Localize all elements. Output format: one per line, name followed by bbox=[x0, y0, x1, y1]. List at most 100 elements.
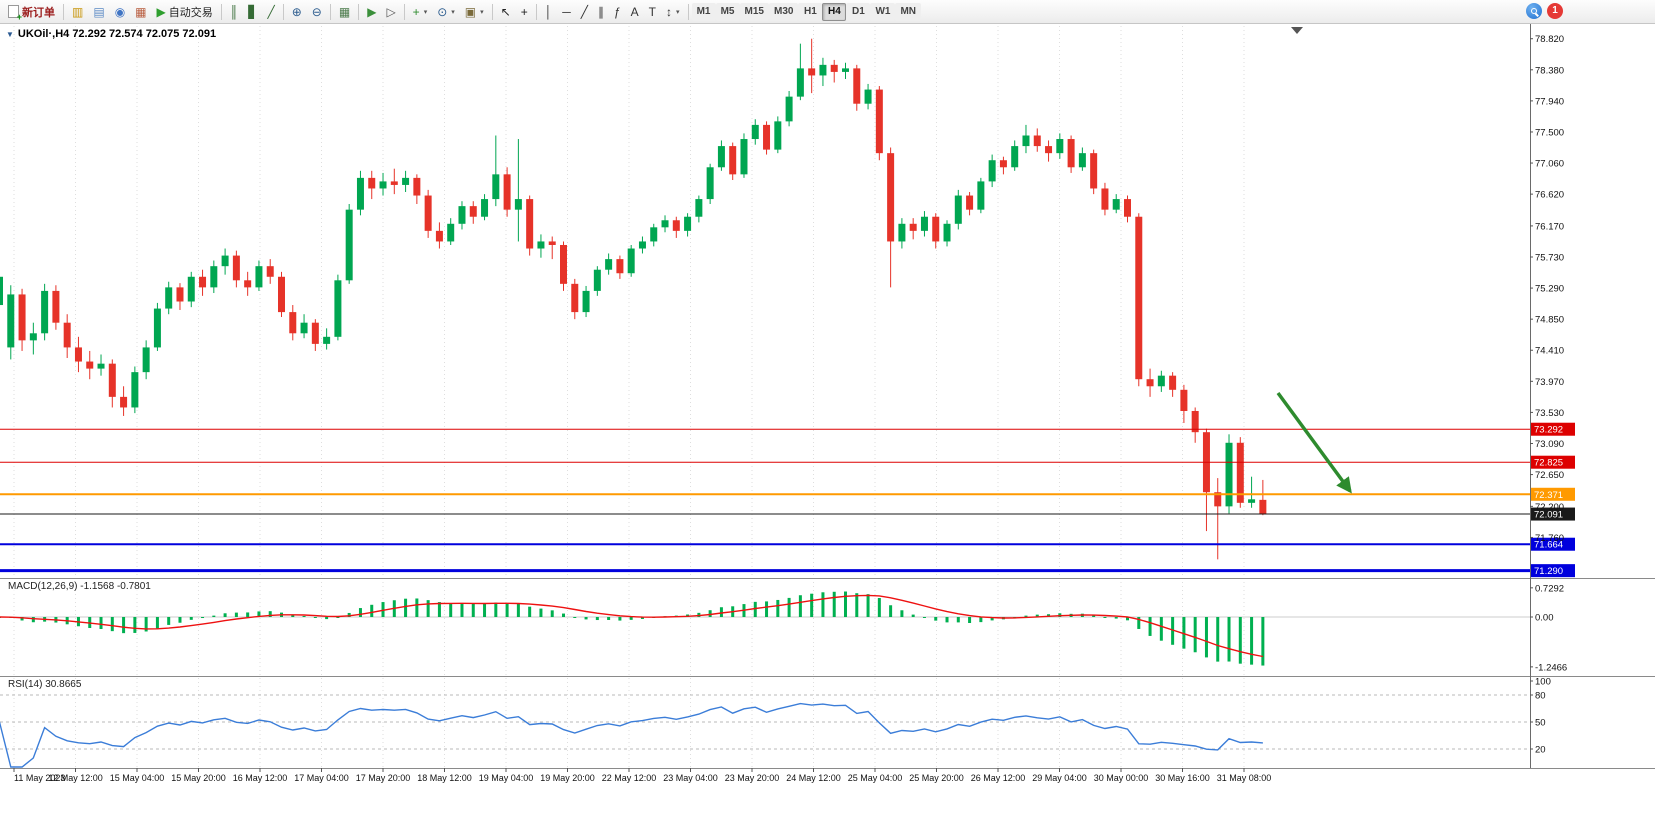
candle-body bbox=[41, 290, 49, 334]
zoom-out-button[interactable]: ⊖ bbox=[307, 2, 327, 22]
navigator-button[interactable]: ◉ bbox=[110, 2, 130, 22]
timeframe-m1-button[interactable]: M1 bbox=[691, 2, 716, 21]
indicators-button[interactable]: + ▾ bbox=[408, 2, 433, 22]
terminal-button[interactable]: ▦ bbox=[130, 2, 151, 22]
macd-bar bbox=[155, 617, 159, 629]
price-tag bbox=[1531, 422, 1575, 436]
text-label-button[interactable]: T bbox=[644, 2, 661, 22]
timeframe-h1-button[interactable]: H1 bbox=[798, 2, 823, 21]
candle-body bbox=[1011, 146, 1019, 168]
candle-body bbox=[503, 174, 511, 210]
macd-bar bbox=[550, 610, 554, 617]
rsi-line bbox=[0, 702, 1263, 768]
market-watch-button[interactable]: ▥ bbox=[67, 2, 88, 22]
time-label: 22 May 12:00 bbox=[602, 773, 657, 783]
timeframe-mn-button[interactable]: MN bbox=[895, 2, 921, 21]
macd-bar bbox=[1227, 617, 1231, 662]
candle-body bbox=[514, 199, 522, 210]
candle-body bbox=[153, 308, 161, 348]
text-button[interactable]: A bbox=[626, 2, 644, 22]
auto-scroll-button[interactable]: ▶ bbox=[362, 2, 381, 22]
candlesticks bbox=[0, 38, 1267, 560]
macd-bar bbox=[516, 603, 520, 617]
candle-body bbox=[402, 177, 410, 185]
timeframe-w1-button[interactable]: W1 bbox=[870, 2, 896, 21]
timeframe-m30-button[interactable]: M30 bbox=[768, 2, 799, 21]
trend-arrow-annotation[interactable] bbox=[1276, 391, 1352, 494]
time-label: 17 May 20:00 bbox=[356, 773, 411, 783]
candle-body bbox=[763, 124, 771, 150]
magnifier-glyph bbox=[1531, 8, 1537, 14]
dropdown-caret-icon: ▾ bbox=[451, 8, 455, 16]
candle-body bbox=[7, 294, 15, 348]
search-icon[interactable] bbox=[1526, 3, 1542, 19]
macd-bar bbox=[855, 593, 859, 617]
vertical-line-button[interactable]: │ bbox=[540, 2, 558, 22]
chart-shift-icon: ▷ bbox=[386, 4, 396, 19]
price-label: 75.290 bbox=[1535, 284, 1564, 295]
tile-windows-button[interactable]: ▦ bbox=[334, 2, 355, 22]
data-window-button[interactable]: ▤ bbox=[88, 2, 109, 22]
periods-icon: ⊙ bbox=[437, 4, 448, 19]
timeframe-m15-button[interactable]: M15 bbox=[739, 2, 769, 21]
macd-bar bbox=[618, 617, 622, 621]
price-tag-label: 72.825 bbox=[1534, 458, 1563, 469]
candle-body bbox=[785, 96, 793, 122]
trendline-icon: ╱ bbox=[580, 4, 588, 19]
timeframe-m5-button[interactable]: M5 bbox=[715, 2, 740, 21]
candle-body bbox=[108, 363, 116, 397]
candle-body bbox=[424, 195, 432, 231]
candle-body bbox=[1214, 492, 1222, 507]
candle-body bbox=[187, 276, 195, 302]
macd-axis-label: -1.2466 bbox=[1535, 662, 1567, 673]
candle-body bbox=[266, 266, 274, 277]
horizontal-line-icon: ─ bbox=[562, 4, 571, 19]
macd-bar bbox=[640, 617, 644, 619]
periods-button[interactable]: ⊙ ▾ bbox=[432, 2, 460, 22]
bar-chart-button[interactable]: ║ bbox=[225, 2, 244, 22]
toolbar-divider bbox=[282, 3, 284, 20]
time-label: 26 May 12:00 bbox=[971, 773, 1026, 783]
crosshair-button[interactable]: + bbox=[516, 2, 533, 22]
time-label: 15 May 04:00 bbox=[110, 773, 165, 783]
macd-bar bbox=[358, 608, 362, 617]
zoom-in-button[interactable]: ⊕ bbox=[287, 2, 307, 22]
arrows-button[interactable]: ↕ ▾ bbox=[661, 2, 685, 22]
macd-bar bbox=[708, 610, 712, 617]
fibonacci-button[interactable]: ƒ bbox=[609, 2, 626, 22]
candle-body bbox=[481, 199, 489, 217]
templates-button[interactable]: ▣ ▾ bbox=[460, 2, 489, 22]
candle-body bbox=[977, 181, 985, 210]
text-icon: A bbox=[630, 4, 639, 19]
toolbar: 新订单 ▥▤◉▦ ▶ 自动交易 ║▋╱⊕⊖▦▶▷+▾⊙▾▣▾↖+│─╱∥ƒAT↕… bbox=[0, 0, 1655, 24]
macd-bar bbox=[20, 617, 24, 621]
chart-shift-button[interactable]: ▷ bbox=[381, 2, 400, 22]
chart-area: 73.292 72.825 72.371 72.091 71.664 71.290 78.8… bbox=[0, 24, 1655, 830]
notification-badge[interactable]: 1 bbox=[1547, 3, 1563, 19]
chart-canvas[interactable]: 73.292 72.825 72.371 72.091 71.664 71.290 78.8… bbox=[0, 24, 1655, 830]
auto-trading-button[interactable]: ▶ 自动交易 bbox=[152, 2, 218, 22]
price-tag-label: 71.664 bbox=[1534, 540, 1563, 551]
macd-signal-line bbox=[0, 594, 1264, 658]
symbol-dropdown-icon[interactable]: ▼ bbox=[6, 29, 14, 39]
new-order-button[interactable]: 新订单 bbox=[3, 2, 60, 22]
macd-bar bbox=[471, 603, 475, 617]
macd-bar bbox=[167, 617, 171, 625]
pane-frame bbox=[0, 24, 1655, 769]
macd-pane: 0.7292 0.00 -1.2466 bbox=[0, 583, 1567, 673]
cursor-button[interactable]: ↖ bbox=[496, 2, 516, 22]
macd-axis-label: 0.7292 bbox=[1535, 583, 1564, 594]
price-label: 78.380 bbox=[1535, 65, 1564, 76]
macd-bar bbox=[1114, 617, 1118, 619]
trendline-button[interactable]: ╱ bbox=[576, 2, 593, 22]
line-chart-button[interactable]: ╱ bbox=[263, 2, 280, 22]
candlestick-button[interactable]: ▋ bbox=[243, 2, 262, 22]
chart-title: ▼ UKOil·,H4 72.292 72.574 72.075 72.091 bbox=[6, 28, 216, 40]
channel-button[interactable]: ∥ bbox=[593, 2, 609, 22]
horizontal-line-button[interactable]: ─ bbox=[557, 2, 576, 22]
timeframe-h4-button[interactable]: H4 bbox=[822, 2, 847, 21]
timeframe-d1-button[interactable]: D1 bbox=[846, 2, 871, 21]
price-tag bbox=[1531, 487, 1575, 501]
